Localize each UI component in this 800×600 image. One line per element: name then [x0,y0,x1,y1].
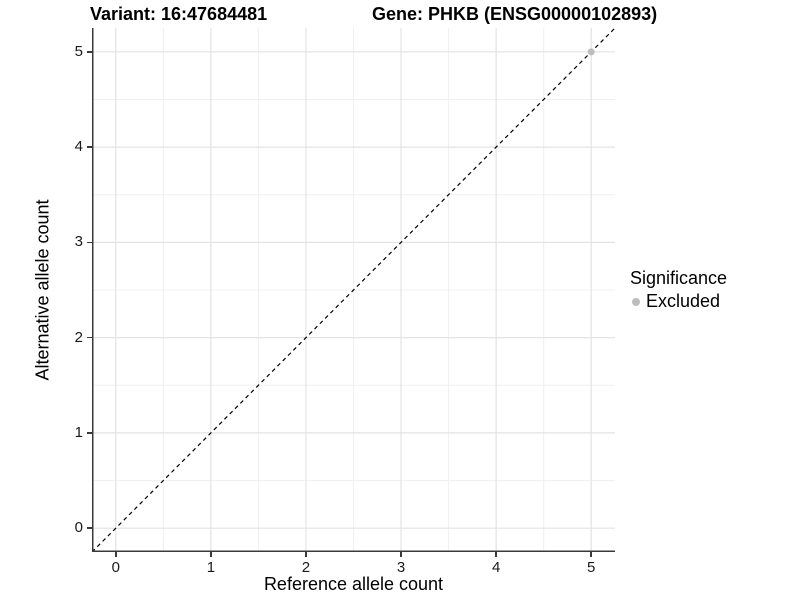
plot-title-variant: Variant: 16:47684481 [90,4,268,24]
x-tick-mark [495,552,497,557]
y-tick-mark [87,51,92,53]
y-axis-title: Alternative allele count [32,199,53,381]
plot-panel [91,27,616,553]
identity-dashed-line [91,27,616,553]
y-tick-label: 4 [74,138,83,156]
y-tick-label: 3 [74,233,83,251]
x-tick-mark [210,552,212,557]
x-tick-mark [400,552,402,557]
legend: Significance Excluded [630,268,727,312]
y-tick-mark [87,146,92,148]
legend-title: Significance [630,268,728,288]
y-tick-label: 1 [74,423,83,441]
y-tick-label: 2 [74,328,83,346]
x-tick-mark [115,552,117,557]
y-tick-label: 0 [74,519,83,537]
x-tick-mark [305,552,307,557]
legend-point-icon [632,297,640,306]
legend-item-label: Excluded [646,291,721,311]
data-point-excluded [587,48,595,56]
y-tick-label: 5 [74,42,83,60]
y-tick-mark [87,241,92,244]
y-tick-mark [87,432,92,434]
y-tick-mark [87,336,92,339]
y-tick-mark [87,527,92,529]
x-tick-mark [590,552,592,557]
plot-title-gene: Gene: PHKB (ENSG00000102893) [372,4,658,24]
x-tick-label: 2 [301,559,311,576]
x-tick-label: 0 [111,559,120,576]
x-tick-label: 4 [491,559,501,576]
x-axis-title: Reference allele count [263,574,444,594]
x-tick-label: 3 [396,559,406,576]
legend-item-excluded: Excluded [630,291,727,312]
panel-svg [91,27,616,553]
x-tick-label: 5 [587,559,596,576]
x-tick-label: 1 [206,559,216,576]
